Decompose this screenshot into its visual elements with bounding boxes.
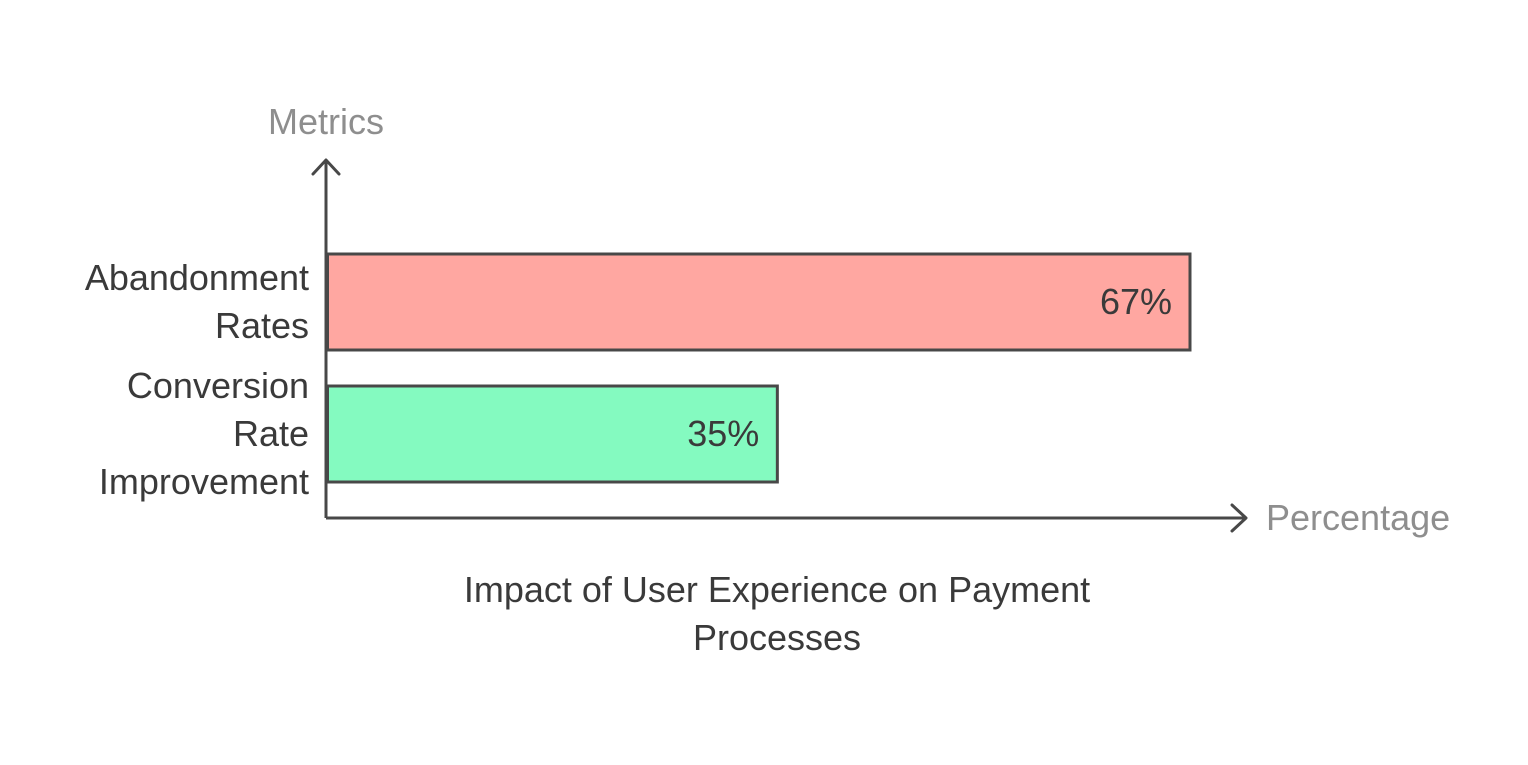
chart-title: Impact of User Experience on Payment Proc… — [464, 569, 1090, 658]
bar-abandonment-rates — [326, 252, 1192, 352]
bars — [326, 252, 1192, 484]
bar-value-label: 35% — [687, 413, 759, 454]
category-label: Abandonment Rates — [85, 257, 309, 346]
category-label: Conversion Rate Improvement — [99, 365, 309, 502]
bar-value-label: 67% — [1100, 281, 1172, 322]
labels: Metrics Percentage 67% Abandonment Rates 35% C… — [85, 101, 1450, 658]
x-axis-title: Percentage — [1266, 497, 1450, 538]
bar-conversion-rate-improvement — [326, 384, 779, 484]
y-axis-arrow-icon — [311, 158, 341, 176]
x-axis-arrow-icon — [1230, 503, 1248, 533]
y-axis-title: Metrics — [268, 101, 384, 142]
